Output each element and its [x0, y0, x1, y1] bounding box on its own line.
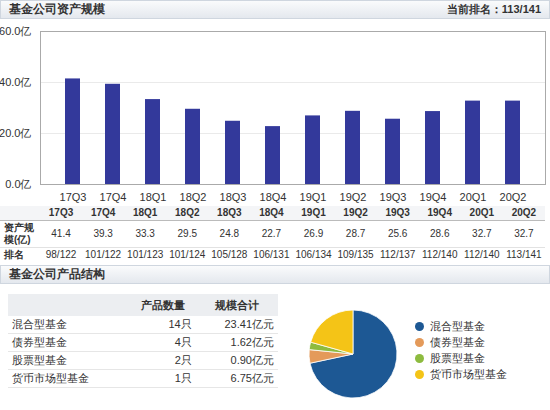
- html-text:6.75亿元: 6.75亿元: [230, 372, 274, 384]
- html-text:1只: 1只: [174, 372, 192, 384]
- html-text:17Q3: 17Q3: [48, 207, 74, 218]
- svg-text:0.0亿: 0.0亿: [5, 178, 31, 190]
- svg-text:19Q2: 19Q2: [340, 191, 367, 203]
- html-text:32.7: 32.7: [472, 228, 492, 239]
- html-text:排名: 排名: [4, 249, 24, 260]
- html-text:产品数量: 产品数量: [140, 298, 185, 311]
- html-text:基金公司产品结构: 基金公司产品结构: [9, 267, 105, 281]
- html-text:41.4: 41.4: [51, 228, 71, 239]
- svg-text:18Q2: 18Q2: [180, 191, 207, 203]
- html-text:25.6: 25.6: [387, 228, 408, 239]
- svg-text:18Q4: 18Q4: [260, 191, 287, 203]
- html-text:19Q2: 19Q2: [343, 207, 368, 218]
- svg-text:20Q1: 20Q1: [460, 191, 487, 203]
- html-text:112/140: 112/140: [464, 249, 500, 260]
- html-text:当前排名：113/141: 当前排名：113/141: [446, 3, 541, 15]
- html-text:18Q3: 18Q3: [217, 207, 242, 218]
- svg-text:18Q1: 18Q1: [140, 191, 167, 203]
- html-text:18Q1: 18Q1: [133, 207, 158, 218]
- html-text:4只: 4只: [174, 336, 192, 348]
- html-text:股票型基金: 股票型基金: [12, 354, 67, 366]
- svg-text:20Q2: 20Q2: [500, 191, 527, 203]
- html-text:112/140: 112/140: [422, 249, 458, 260]
- html-text:22.7: 22.7: [261, 228, 282, 239]
- html-text:货币市场型基金: 货币市场型基金: [12, 372, 89, 384]
- html-text:24.8: 24.8: [219, 228, 240, 239]
- html-text:98/122: 98/122: [45, 249, 77, 260]
- html-text:28.6: 28.6: [430, 228, 450, 239]
- html-text:资产规模(亿): 资产规模(亿): [4, 222, 34, 245]
- html-text:20Q1: 20Q1: [469, 207, 494, 218]
- html-text:混合型基金: 混合型基金: [12, 318, 67, 330]
- html-text:32.7: 32.7: [514, 228, 534, 239]
- html-text:规模合计: 规模合计: [214, 298, 259, 311]
- html-text:105/128: 105/128: [211, 249, 248, 260]
- html-text:20Q2: 20Q2: [511, 207, 537, 218]
- html-text:债券型基金: 债券型基金: [430, 335, 485, 348]
- html-text:28.7: 28.7: [345, 228, 366, 239]
- html-text:2只: 2只: [174, 354, 192, 366]
- html-text:基金公司资产规模: 基金公司资产规模: [9, 2, 105, 16]
- svg-text:40.0亿: 40.0亿: [0, 76, 32, 88]
- html-text:19Q4: 19Q4: [427, 207, 452, 218]
- html-text:112/137: 112/137: [380, 249, 416, 260]
- svg-text:18Q3: 18Q3: [220, 191, 247, 203]
- html-text:109/135: 109/135: [337, 249, 374, 260]
- html-text:18Q2: 18Q2: [175, 207, 200, 218]
- html-text:19Q3: 19Q3: [385, 207, 410, 218]
- html-text:债券型基金: 债券型基金: [12, 336, 67, 348]
- svg-text:19Q1: 19Q1: [300, 191, 327, 203]
- svg-text:19Q4: 19Q4: [420, 191, 447, 203]
- svg-text:17Q3: 17Q3: [60, 191, 87, 203]
- html-text:17Q4: 17Q4: [90, 207, 116, 218]
- html-text:0.90亿元: 0.90亿元: [230, 354, 274, 366]
- svg-text:60.0亿: 60.0亿: [0, 25, 32, 37]
- html-text:混合型基金: 混合型基金: [430, 319, 485, 332]
- html-text:106/134: 106/134: [295, 249, 332, 260]
- html-text:23.41亿元: 23.41亿元: [224, 318, 274, 330]
- html-text:1.62亿元: 1.62亿元: [230, 336, 274, 348]
- html-text:101/123: 101/123: [127, 249, 164, 260]
- html-text:股票型基金: 股票型基金: [430, 351, 485, 364]
- html-text:18Q4: 18Q4: [259, 207, 284, 218]
- html-text:33.3: 33.3: [135, 228, 155, 239]
- html-text:14只: 14只: [168, 318, 192, 330]
- svg-text:17Q4: 17Q4: [100, 191, 127, 203]
- html-text:113/141: 113/141: [506, 249, 542, 260]
- html-text:货币市场型基金: 货币市场型基金: [430, 367, 507, 380]
- html-text:39.3: 39.3: [93, 228, 113, 239]
- html-text:101/122: 101/122: [85, 249, 122, 260]
- html-text:19Q1: 19Q1: [301, 207, 326, 218]
- html-text:106/131: 106/131: [253, 249, 290, 260]
- svg-text:20.0亿: 20.0亿: [0, 127, 32, 139]
- svg-text:19Q3: 19Q3: [380, 191, 407, 203]
- html-text:101/124: 101/124: [169, 249, 206, 260]
- html-text:26.9: 26.9: [303, 228, 324, 239]
- html-text:29.5: 29.5: [177, 228, 197, 239]
